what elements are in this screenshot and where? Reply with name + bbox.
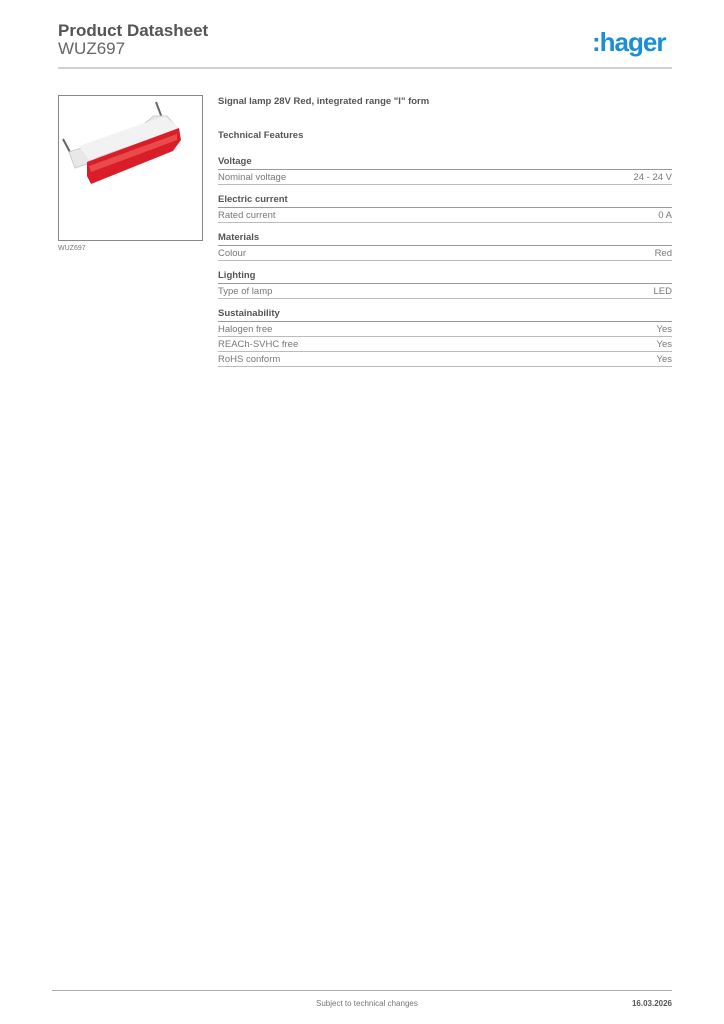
spec-section: Electric current Rated current 0 A (218, 194, 672, 223)
product-code: WUZ697 (58, 39, 126, 58)
footer-date: 16.03.2026 (631, 999, 672, 1008)
product-image (58, 95, 203, 241)
spec-value: Yes (656, 339, 673, 350)
spec-row: Colour Red (218, 246, 672, 261)
header-divider (58, 67, 672, 69)
features-title: Technical Features (218, 130, 304, 141)
footer-note: Subject to technical changes (316, 999, 418, 1008)
spec-label: Halogen free (218, 324, 273, 335)
spec-value: 24 - 24 V (633, 172, 672, 183)
hager-logo: :hager (592, 27, 666, 57)
image-caption: WUZ697 (58, 245, 86, 252)
spec-row: Rated current 0 A (218, 208, 672, 223)
spec-row: RoHS conform Yes (218, 352, 672, 367)
spec-label: Type of lamp (218, 286, 273, 297)
spec-row: REACh-SVHC free Yes (218, 337, 672, 352)
spec-section: Sustainability Halogen free Yes REACh-SVHC … (218, 308, 672, 367)
section-heading: Materials (218, 232, 672, 246)
spec-column: Signal lamp 28V Red, integrated range "I… (218, 96, 672, 376)
spec-row: Halogen free Yes (218, 322, 672, 337)
spec-row: Nominal voltage 24 - 24 V (218, 170, 672, 185)
spec-label: Rated current (218, 210, 276, 221)
spec-label: Nominal voltage (218, 172, 287, 183)
section-heading: Lighting (218, 270, 672, 284)
spec-label: REACh-SVHC free (218, 339, 299, 350)
section-heading: Sustainability (218, 308, 672, 322)
spec-value: Yes (656, 354, 673, 365)
spec-label: RoHS conform (218, 354, 281, 365)
section-heading: Electric current (218, 194, 672, 208)
section-heading: Voltage (218, 156, 672, 170)
page-title: Product Datasheet (58, 21, 209, 40)
footer-divider (52, 990, 672, 991)
spec-value: Red (654, 248, 672, 259)
spec-value: LED (653, 286, 672, 297)
spec-row: Type of lamp LED (218, 284, 672, 299)
spec-value: Yes (656, 324, 673, 335)
product-name: Signal lamp 28V Red, integrated range "I… (218, 96, 430, 107)
spec-section: Lighting Type of lamp LED (218, 270, 672, 299)
spec-value: 0 A (658, 210, 672, 221)
spec-label: Colour (218, 248, 246, 259)
spec-section: Materials Colour Red (218, 232, 672, 261)
spec-section: Voltage Nominal voltage 24 - 24 V (218, 156, 672, 185)
